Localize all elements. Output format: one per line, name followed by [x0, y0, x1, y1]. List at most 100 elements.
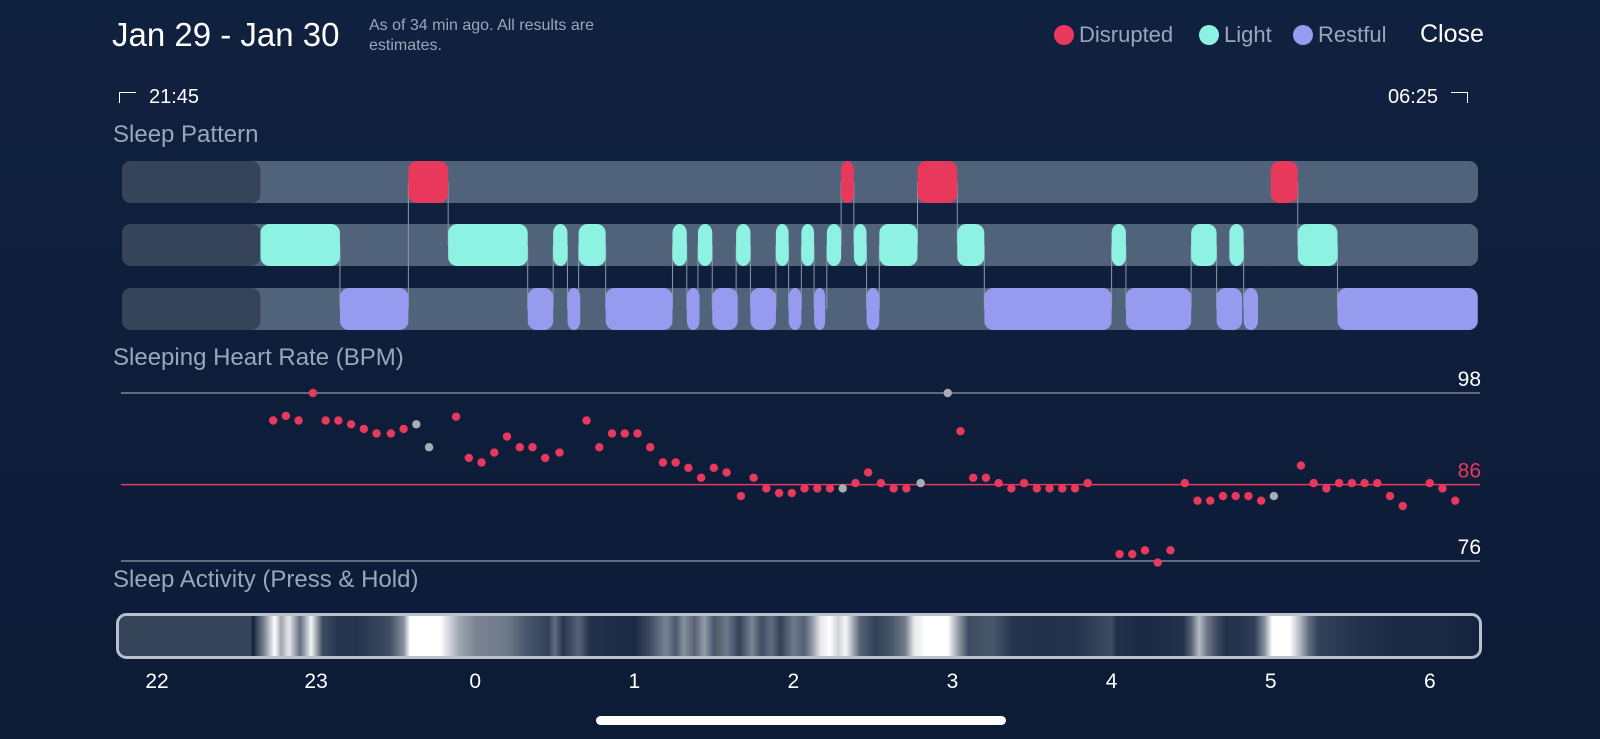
pattern-segment-light [957, 224, 985, 266]
hr-point [671, 458, 680, 467]
activity-tick-1: 1 [628, 670, 640, 693]
pattern-untracked-light [122, 224, 261, 266]
sleep-activity-chart[interactable]: 22 23 0 1 2 3 4 5 6 [116, 613, 1482, 694]
pattern-untracked-disrupted [122, 161, 261, 203]
hr-point [1019, 478, 1029, 488]
hr-point [281, 411, 291, 421]
hr-point [1128, 549, 1137, 559]
legend-restful: Restful [1293, 22, 1386, 48]
hr-point [541, 453, 550, 463]
hr-point [943, 388, 952, 398]
hr-point [968, 473, 978, 482]
hr-point [555, 448, 564, 457]
hr-point [1385, 491, 1395, 501]
activity-tick-23: 23 [304, 670, 327, 693]
hr-point [294, 416, 303, 425]
pattern-segment-light [578, 224, 606, 266]
activity-tick-2: 2 [788, 670, 800, 693]
pattern-segment-light [697, 224, 713, 266]
hr-point [1244, 491, 1253, 501]
pattern-segment-restful [527, 288, 554, 330]
end-time: 06:25 [1388, 86, 1469, 109]
activity-tick-4: 4 [1106, 670, 1118, 693]
hr-point [762, 484, 771, 493]
hr-point [1206, 496, 1215, 505]
hr-point [787, 488, 797, 498]
pattern-segment-restful [1125, 288, 1192, 330]
hr-point [722, 468, 731, 477]
activity-frame [116, 613, 1482, 659]
activity-tick-3: 3 [947, 670, 959, 693]
hr-reference-label-76: 76 [1458, 536, 1481, 559]
hr-point [595, 443, 604, 452]
pattern-segment-disrupted [917, 161, 958, 203]
pattern-segment-disrupted [841, 161, 854, 203]
hr-point [1045, 484, 1054, 493]
hr-point [658, 458, 668, 467]
close-button[interactable]: Close [1420, 20, 1484, 48]
legend-disrupted: Disrupted [1054, 22, 1173, 48]
pattern-segment-restful [750, 288, 776, 330]
hr-point [1180, 478, 1189, 488]
hr-point [863, 468, 873, 477]
pattern-segment-restful [866, 288, 880, 330]
hr-reference-label-86: 86 [1458, 460, 1481, 483]
hr-point [916, 478, 925, 488]
pattern-segment-light [672, 224, 687, 266]
pattern-segment-restful [1216, 288, 1243, 330]
hr-point [1373, 478, 1382, 488]
hr-point [321, 416, 330, 425]
start-time-label: 21:45 [149, 86, 200, 108]
hr-point [684, 463, 693, 473]
activity-tick-0: 0 [469, 670, 481, 693]
hr-point [633, 429, 642, 438]
hr-point [1269, 491, 1279, 501]
bracket-right-icon [1451, 92, 1469, 103]
hr-point [515, 443, 524, 452]
restful-dot-icon [1293, 25, 1313, 45]
hr-point [1153, 558, 1162, 567]
pattern-segment-light [553, 224, 568, 266]
pattern-segment-restful [814, 288, 826, 330]
pattern-segment-restful [686, 288, 700, 330]
hr-point [709, 463, 719, 473]
hr-point [838, 484, 847, 493]
pattern-segment-restful [788, 288, 802, 330]
hr-point [1007, 484, 1016, 493]
pattern-segment-light [879, 224, 918, 266]
pattern-segment-light [1297, 224, 1338, 266]
hr-point [1360, 478, 1369, 488]
pattern-segment-light [736, 224, 751, 266]
hr-point [1438, 484, 1447, 493]
hr-point [1193, 496, 1202, 505]
hr-point [902, 484, 911, 493]
hr-point [620, 429, 629, 438]
hr-point [1140, 546, 1150, 555]
pattern-segment-light [1111, 224, 1126, 266]
hr-point [412, 420, 421, 429]
hr-point [308, 388, 318, 398]
pattern-segment-disrupted [1270, 161, 1298, 203]
hr-point [994, 478, 1003, 488]
hr-point [359, 424, 369, 434]
pattern-segment-restful [567, 288, 581, 330]
disrupted-dot-icon [1054, 25, 1074, 45]
heart-rate-title: Sleeping Heart Rate (BPM) [113, 344, 404, 371]
legend-disrupted-label: Disrupted [1079, 22, 1174, 47]
hr-point [696, 473, 706, 482]
hr-point [424, 443, 434, 452]
pattern-segment-light [1191, 224, 1217, 266]
pattern-segment-light [775, 224, 789, 266]
hr-point [774, 488, 784, 498]
activity-heat-strip [119, 616, 1479, 656]
activity-tick-5: 5 [1265, 670, 1277, 693]
hr-point [825, 484, 835, 493]
pattern-segment-restful [605, 288, 673, 330]
home-indicator[interactable] [596, 716, 1006, 725]
hr-point [1070, 484, 1080, 493]
hr-point [800, 484, 809, 493]
hr-point [582, 416, 591, 425]
date-range-title: Jan 29 - Jan 30 [112, 16, 340, 53]
hr-point [1032, 484, 1042, 493]
